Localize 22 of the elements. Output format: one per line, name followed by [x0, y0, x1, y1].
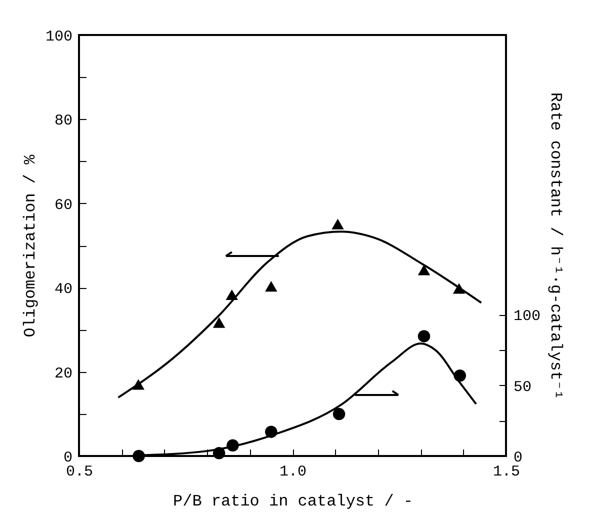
y-tick-label: 60	[54, 196, 72, 214]
y-tick-label: 0	[63, 450, 72, 466]
point	[212, 317, 226, 328]
point	[332, 218, 344, 230]
point	[332, 408, 346, 420]
point	[418, 330, 430, 342]
x-axis-title: P/B ratio in catalyst / -	[172, 492, 414, 510]
y-axis-title: Oligomerization / %	[21, 154, 40, 338]
x-tick-label: 1.0	[279, 464, 307, 480]
y2-tick-label: 50	[514, 378, 532, 396]
y2-axis-title: Rate constant / h⁻¹·g-catalyst⁻¹	[546, 92, 565, 400]
y-tick-label: 20	[54, 365, 72, 382]
y-tick-label: 100	[45, 28, 72, 46]
point	[418, 264, 430, 276]
point	[132, 450, 145, 462]
y-tick-label: 80	[54, 112, 72, 130]
y2-tick-label: 0	[514, 450, 523, 466]
x-tick-label: 0.5	[66, 464, 94, 480]
x-tick-label: 1.5	[492, 464, 520, 480]
y-tick-label: 40	[54, 281, 72, 298]
point	[265, 281, 278, 292]
y2-tick-label: 100	[514, 308, 541, 326]
